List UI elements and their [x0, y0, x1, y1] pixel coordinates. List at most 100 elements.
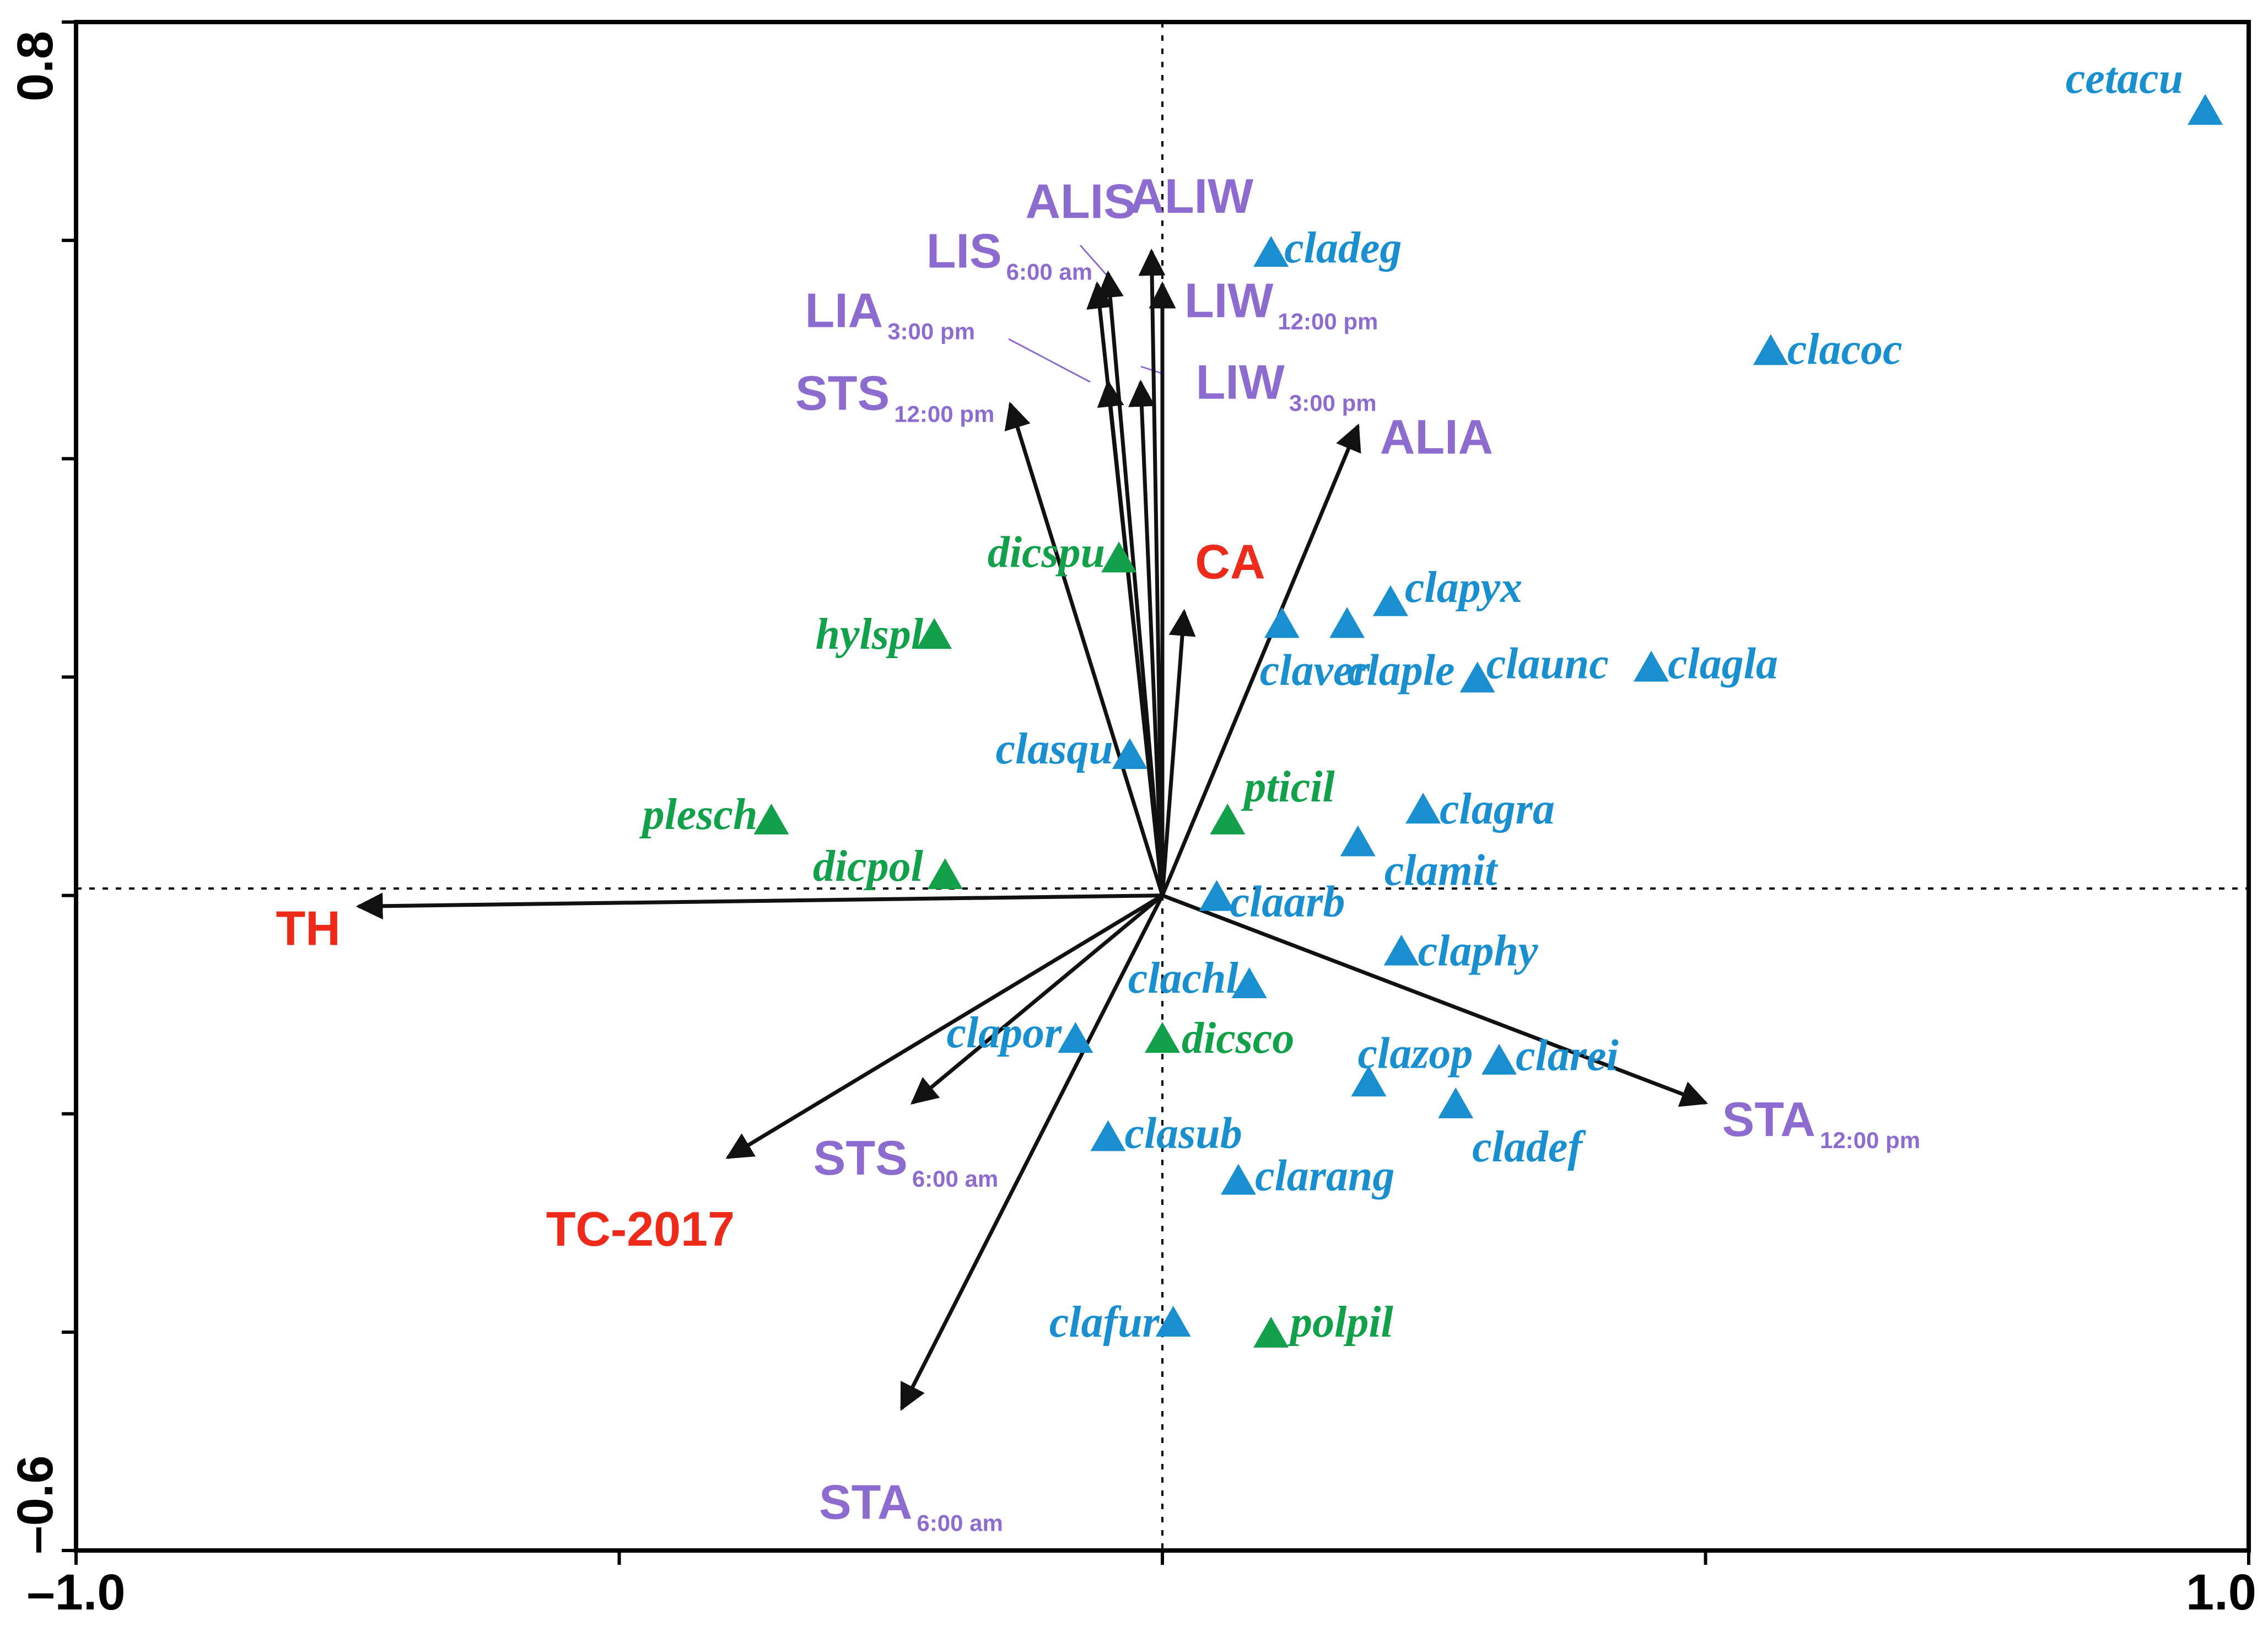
variable-label-lis-6-00-am: LIS 6:00 am: [926, 223, 1092, 284]
species-label-claarb: claarb: [1230, 878, 1345, 927]
species-marker-claarb: [1199, 880, 1235, 911]
variable-subscript-liw-12-00-pm: 12:00 pm: [1278, 308, 1378, 334]
species-marker-claphy: [1383, 934, 1419, 966]
species-marker-claple: [1329, 607, 1365, 638]
species-label-clarang: clarang: [1255, 1152, 1394, 1200]
species-label-clagla: clagla: [1668, 640, 1778, 688]
leader-lia: [1008, 338, 1091, 383]
arrow-th: [355, 892, 1163, 920]
species-marker-clarei: [1482, 1043, 1517, 1075]
species-marker-claunc: [1459, 661, 1495, 693]
arrow-ca: [1160, 609, 1196, 896]
species-label-clasqu: clasqu: [996, 725, 1113, 773]
species-label-cetacu: cetacu: [2066, 54, 2183, 103]
variable-label-sta-12-00-pm: STA 12:00 pm: [1722, 1092, 1921, 1153]
species-marker-clapyx: [1372, 585, 1408, 616]
species-label-clapor: clapor: [946, 1009, 1062, 1057]
arrow-sta-6-00-am: [899, 894, 1165, 1411]
x-tick-label-max: 1.0: [2186, 1564, 2256, 1620]
species-label-clacoc: clacoc: [1787, 325, 1903, 374]
variable-name-alis: ALIS: [1025, 174, 1135, 229]
species-marker-plesch: [753, 803, 789, 834]
variable-label-sta-6-00-am: STA 6:00 am: [819, 1475, 1003, 1536]
variable-name-sts-12-00-pm: STS: [795, 365, 890, 420]
variable-label-lia-3-00-pm: LIA 3:00 pm: [805, 283, 975, 344]
species-marker-dicsco: [1145, 1022, 1180, 1053]
variable-name-alia: ALIA: [1380, 410, 1493, 464]
arrow-lia-3-00-pm: [1097, 379, 1165, 896]
species-label-polpil: polpil: [1287, 1298, 1393, 1347]
variable-arrows: [355, 249, 1709, 1411]
species-label-claver: claver: [1260, 646, 1371, 694]
x-tick-label-min: –1.0: [26, 1564, 125, 1620]
species-marker-clachl: [1231, 967, 1267, 999]
arrow-sts-12-00-pm: [1004, 401, 1165, 896]
species-label-clarei: clarei: [1516, 1032, 1619, 1080]
species-label-clamit: clamit: [1384, 847, 1499, 895]
species-label-pticil: pticil: [1241, 763, 1335, 811]
variable-subscript-sts-12-00-pm: 12:00 pm: [894, 401, 994, 427]
species-marker-clasub: [1090, 1120, 1126, 1151]
arrow-liw-3-00-pm: [1128, 379, 1165, 896]
variable-name-aliw: ALIW: [1129, 169, 1253, 223]
axis-tick-labels: –1.0 1.0 0.8 –0.6: [7, 31, 2256, 1620]
variable-label-tc-2017: TC-2017: [546, 1202, 735, 1256]
variable-label-aliw: ALIW: [1129, 169, 1253, 223]
variable-subscript-sta-12-00-pm: 12:00 pm: [1820, 1127, 1920, 1153]
variable-name-sts-6-00-am: STS: [814, 1130, 908, 1185]
species-marker-pticil: [1210, 803, 1246, 834]
species-label-clachl: clachl: [1128, 954, 1239, 1003]
variable-label-sts-12-00-pm: STS 12:00 pm: [795, 365, 994, 427]
species-marker-clagra: [1405, 793, 1441, 824]
variable-name-liw-12-00-pm: LIW: [1184, 273, 1273, 327]
variable-subscript-liw-3-00-pm: 3:00 pm: [1289, 390, 1377, 416]
y-tick-label-min: –0.6: [7, 1455, 63, 1554]
variable-label-liw-12-00-pm: LIW 12:00 pm: [1184, 273, 1378, 334]
arrow-sta-12-00-pm: [1161, 893, 1709, 1107]
variable-label-ca: CA: [1195, 535, 1265, 589]
species-label-claphy: claphy: [1418, 927, 1538, 976]
species-marker-claver: [1264, 607, 1300, 638]
species-label-clasub: clasub: [1124, 1109, 1242, 1157]
species-label-claple: claple: [1347, 646, 1454, 694]
species-label-clapyx: clapyx: [1405, 563, 1522, 612]
species-marker-polpil: [1253, 1316, 1289, 1348]
species-label-hylspl: hylspl: [815, 610, 923, 659]
species-marker-dicspu: [1101, 541, 1137, 573]
species-marker-dicpol: [927, 858, 963, 889]
variable-subscript-sta-6-00-am: 6:00 am: [917, 1510, 1003, 1536]
variable-name-sta-12-00-pm: STA: [1722, 1092, 1816, 1146]
species-label-claunc: claunc: [1486, 639, 1609, 688]
species-marker-clafur: [1155, 1306, 1191, 1337]
species-label-plesch: plesch: [639, 790, 758, 839]
species-label-dicsco: dicsco: [1182, 1014, 1294, 1063]
species-marker-clagla: [1633, 650, 1669, 682]
variable-name-th: TH: [276, 901, 340, 955]
species-marker-clamit: [1340, 825, 1376, 857]
species-marker-clapor: [1058, 1022, 1093, 1053]
species-marker-cladef: [1438, 1087, 1474, 1118]
variable-name-ca: CA: [1195, 535, 1265, 589]
arrow-sts-6-00-am: [910, 893, 1164, 1105]
variable-name-liw-3-00-pm: LIW: [1196, 355, 1285, 410]
variable-name-lia-3-00-pm: LIA: [805, 283, 883, 338]
species-marker-clarang: [1220, 1164, 1256, 1195]
y-tick-label-max: 0.8: [7, 31, 63, 101]
species-label-dicpol: dicpol: [813, 842, 924, 891]
arrow-tc-2017: [725, 893, 1163, 1159]
species-label-dicspu: dicspu: [988, 529, 1105, 577]
species-marker-clacoc: [1753, 334, 1788, 365]
species-marker-cladeg: [1253, 235, 1289, 267]
variable-name-lis-6-00-am: LIS: [926, 223, 1002, 278]
species-label-cladef: cladef: [1472, 1123, 1586, 1171]
variable-label-th: TH: [276, 901, 340, 955]
variable-name-tc-2017: TC-2017: [546, 1202, 735, 1256]
variable-subscript-lia-3-00-pm: 3:00 pm: [887, 319, 975, 344]
species-marker-hylspl: [917, 618, 952, 649]
species-marker-clazop: [1351, 1065, 1387, 1097]
species-label-clafur: clafur: [1049, 1298, 1160, 1347]
variable-label-sts-6-00-am: STS 6:00 am: [814, 1130, 999, 1192]
